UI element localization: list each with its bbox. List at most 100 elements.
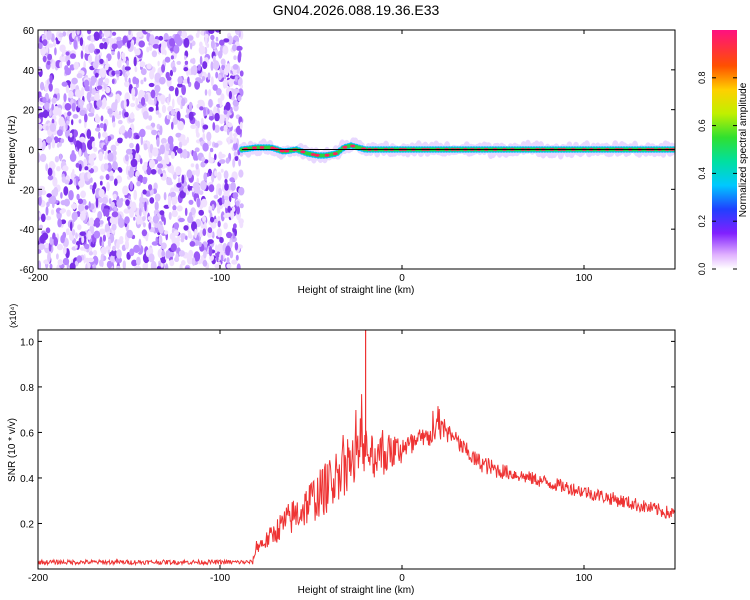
noise-blob bbox=[125, 154, 129, 162]
noise-blob bbox=[207, 239, 214, 245]
noise-blob bbox=[171, 210, 178, 218]
noise-blob bbox=[230, 106, 233, 114]
snr-panel: -200 -100 0 100 0.2 0.4 0.6 0.8 1.0 Height of s… bbox=[7, 304, 676, 596]
noise-blob bbox=[105, 173, 110, 181]
noise-blob bbox=[71, 30, 76, 40]
noise-blob bbox=[67, 134, 75, 143]
noise-blob bbox=[163, 217, 166, 226]
noise-blob bbox=[94, 72, 99, 78]
noise-blob bbox=[208, 98, 213, 108]
noise-blob bbox=[218, 114, 225, 125]
noise-blob bbox=[59, 209, 65, 214]
noise-blob bbox=[173, 146, 179, 151]
noise-blob bbox=[106, 181, 110, 192]
noise-blob bbox=[103, 30, 111, 38]
noise-blob bbox=[229, 75, 237, 80]
noise-blob bbox=[158, 35, 164, 41]
noise-blob bbox=[142, 176, 148, 185]
noise-blob bbox=[59, 153, 62, 162]
noise-blob bbox=[124, 131, 129, 139]
noise-blob bbox=[111, 51, 115, 56]
noise-blob bbox=[147, 99, 155, 105]
noise-blob bbox=[160, 137, 167, 145]
track-peak bbox=[284, 149, 290, 153]
noise-blob bbox=[153, 96, 157, 105]
noise-blob bbox=[60, 192, 63, 199]
noise-blob bbox=[100, 67, 107, 78]
noise-blob bbox=[190, 66, 194, 76]
noise-blob bbox=[45, 125, 49, 131]
noise-blob bbox=[92, 249, 98, 256]
noise-blob bbox=[157, 94, 161, 102]
colorbar-tick-label: 0.8 bbox=[697, 72, 707, 85]
noise-blob bbox=[79, 136, 86, 143]
noise-blob bbox=[87, 139, 93, 150]
noise-blob bbox=[184, 207, 188, 217]
noise-blob bbox=[185, 190, 190, 196]
noise-blob bbox=[200, 198, 208, 208]
noise-blob bbox=[130, 158, 138, 168]
noise-blob bbox=[45, 227, 51, 234]
noise-blob bbox=[97, 211, 103, 220]
noise-blob bbox=[111, 78, 115, 84]
noise-blob bbox=[215, 30, 221, 33]
noise-blob bbox=[196, 132, 200, 138]
noise-blob bbox=[133, 56, 137, 67]
noise-blob bbox=[93, 230, 101, 239]
noise-blob bbox=[57, 259, 63, 266]
noise-blob bbox=[74, 260, 79, 267]
noise-blob bbox=[54, 156, 60, 163]
noise-blob bbox=[79, 109, 87, 116]
noise-blob bbox=[225, 245, 231, 256]
noise-blob bbox=[84, 243, 90, 250]
noise-blob bbox=[113, 178, 118, 186]
noise-blob bbox=[174, 33, 181, 44]
noise-blob bbox=[181, 84, 187, 96]
noise-blob bbox=[38, 112, 46, 118]
x-tick-label: 0 bbox=[399, 273, 405, 284]
noise-blob bbox=[145, 233, 149, 242]
noise-blob bbox=[126, 40, 131, 49]
noise-blob bbox=[131, 87, 136, 98]
noise-blob bbox=[154, 193, 161, 202]
noise-blob bbox=[135, 170, 140, 177]
noise-blob bbox=[181, 260, 186, 266]
noise-blob bbox=[87, 171, 91, 180]
noise-blob bbox=[124, 111, 129, 118]
noise-blob bbox=[88, 217, 95, 227]
noise-blob bbox=[63, 123, 67, 133]
noise-blob bbox=[103, 41, 108, 50]
noise-blob bbox=[40, 213, 46, 223]
noise-blob bbox=[208, 184, 215, 193]
noise-blob bbox=[155, 110, 160, 115]
noise-blob bbox=[116, 38, 123, 49]
noise-blob bbox=[196, 197, 201, 208]
noise-blob bbox=[99, 122, 104, 129]
y-tick-label: 20 bbox=[23, 106, 35, 117]
noise-blob bbox=[58, 116, 65, 127]
noise-blob bbox=[172, 66, 177, 73]
noise-blob bbox=[51, 97, 57, 104]
noise-blob bbox=[134, 48, 141, 56]
noise-blob bbox=[183, 67, 189, 72]
noise-blob bbox=[100, 253, 104, 263]
noise-blob bbox=[134, 265, 142, 269]
noise-blob bbox=[208, 30, 215, 34]
noise-blob bbox=[178, 250, 185, 257]
noise-blob bbox=[195, 119, 198, 127]
noise-blob bbox=[87, 54, 93, 64]
noise-blob bbox=[235, 254, 239, 261]
colorbar-tick-label: 0.4 bbox=[697, 167, 707, 180]
noise-blob bbox=[198, 79, 204, 84]
noise-blob bbox=[104, 155, 108, 160]
noise-blob bbox=[237, 53, 242, 63]
noise-blob bbox=[232, 192, 239, 199]
noise-blob bbox=[179, 263, 183, 269]
noise-blob bbox=[188, 211, 193, 221]
noise-blob bbox=[106, 260, 113, 269]
noise-blob bbox=[217, 97, 222, 104]
noise-blob bbox=[78, 179, 85, 188]
noise-blob bbox=[41, 232, 49, 241]
noise-blob bbox=[191, 187, 195, 193]
snr-line bbox=[38, 394, 675, 567]
